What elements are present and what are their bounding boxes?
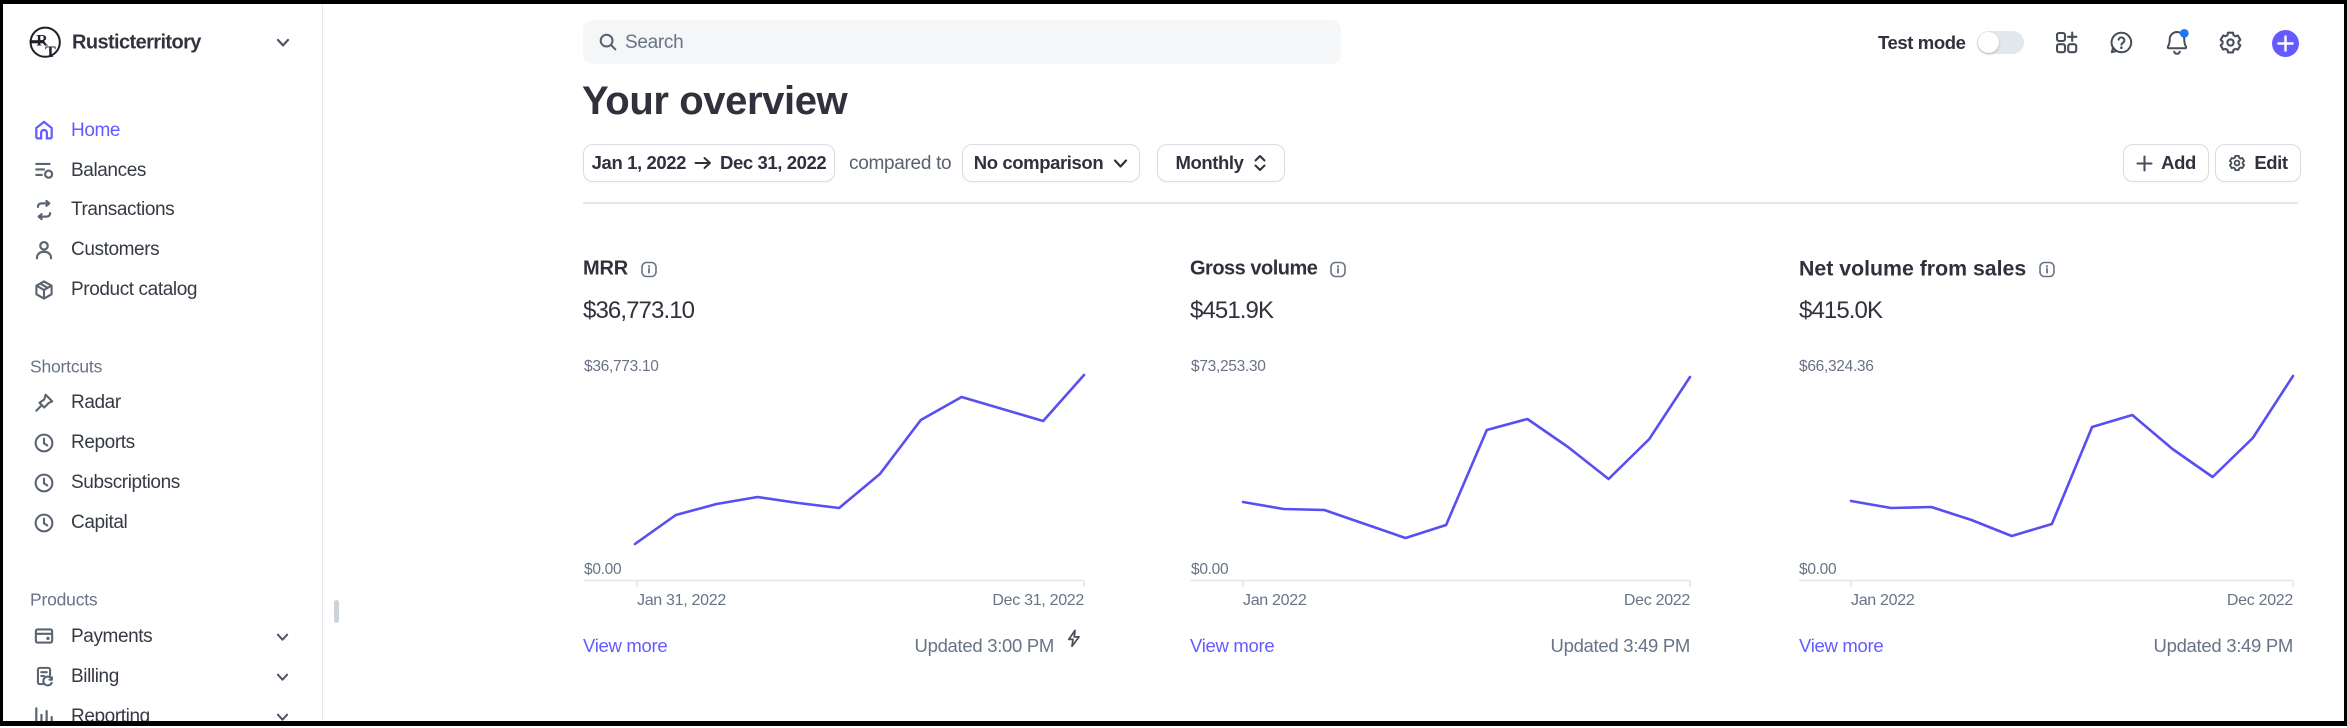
svg-text:R: R	[36, 32, 48, 49]
svg-text:T: T	[45, 44, 56, 61]
